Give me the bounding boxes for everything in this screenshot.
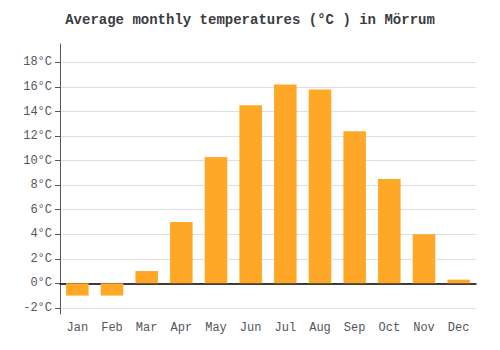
svg-text:Jul: Jul xyxy=(275,321,297,335)
svg-text:Mar: Mar xyxy=(136,321,158,335)
svg-text:12°C: 12°C xyxy=(23,129,52,143)
svg-text:0°C: 0°C xyxy=(30,276,52,290)
svg-text:Dec: Dec xyxy=(448,321,470,335)
svg-text:14°C: 14°C xyxy=(23,105,52,119)
svg-text:2°C: 2°C xyxy=(30,252,52,266)
svg-text:16°C: 16°C xyxy=(23,80,52,94)
svg-text:18°C: 18°C xyxy=(23,55,52,69)
svg-text:May: May xyxy=(205,321,227,335)
svg-text:Sep: Sep xyxy=(344,321,366,335)
svg-text:4°C: 4°C xyxy=(30,227,52,241)
svg-text:10°C: 10°C xyxy=(23,154,52,168)
svg-text:Feb: Feb xyxy=(101,321,123,335)
svg-text:8°C: 8°C xyxy=(30,178,52,192)
svg-text:-2°C: -2°C xyxy=(23,301,52,315)
svg-text:Average monthly temperatures (: Average monthly temperatures (°C ) in Mö… xyxy=(65,12,435,28)
svg-text:Oct: Oct xyxy=(379,321,401,335)
svg-text:6°C: 6°C xyxy=(30,203,52,217)
svg-text:Apr: Apr xyxy=(171,321,193,335)
svg-text:Jun: Jun xyxy=(240,321,262,335)
svg-text:Nov: Nov xyxy=(413,321,435,335)
svg-text:Jan: Jan xyxy=(67,321,89,335)
svg-text:Aug: Aug xyxy=(309,321,331,335)
